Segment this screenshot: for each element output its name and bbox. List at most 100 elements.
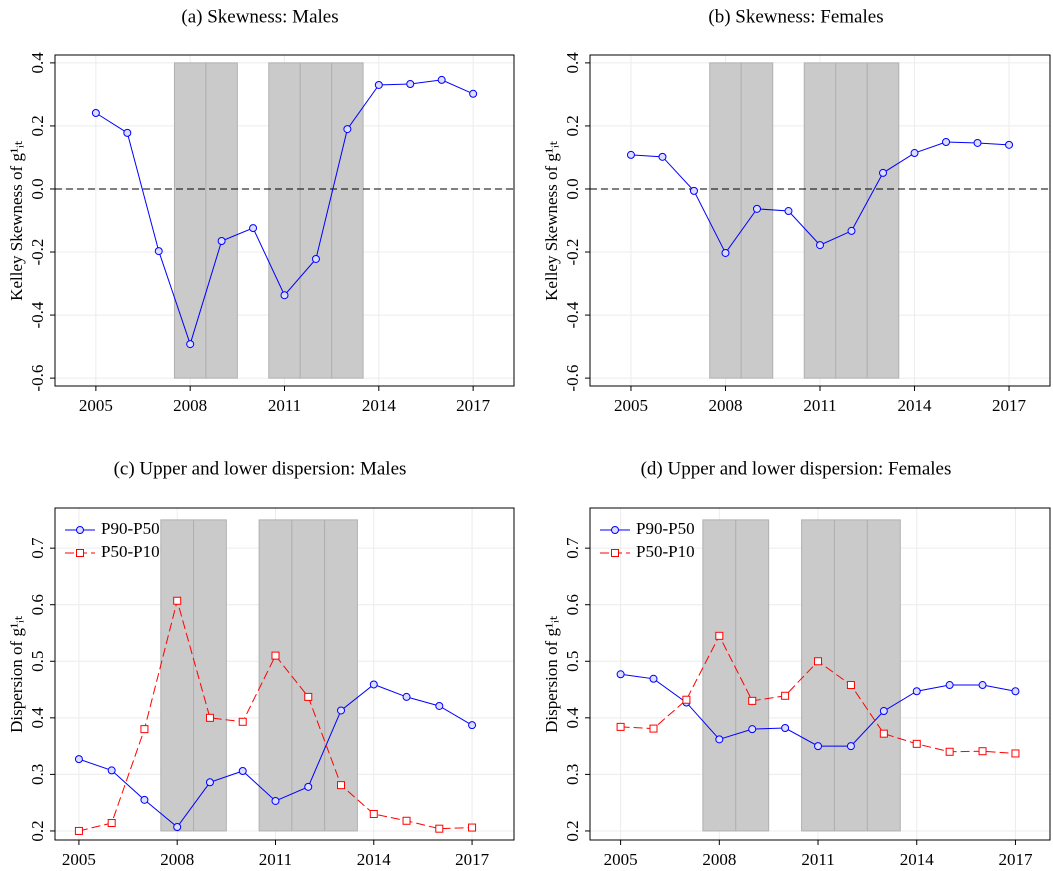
- marker: [910, 149, 919, 158]
- marker: [369, 680, 378, 689]
- legend-label: P90-P50: [636, 519, 695, 538]
- marker: [846, 742, 855, 751]
- shaded-band: [866, 519, 901, 832]
- marker: [748, 696, 757, 705]
- x-tick-label: 2014: [362, 396, 397, 415]
- marker: [337, 706, 346, 715]
- y-tick-label: 0.0: [28, 178, 47, 199]
- panel-title: (c) Upper and lower dispersion: Males: [114, 458, 407, 479]
- x-tick-label: 2017: [998, 850, 1033, 869]
- y-tick-label: 0.5: [28, 651, 47, 672]
- marker: [781, 691, 790, 700]
- y-tick-label: 0.4: [28, 707, 47, 729]
- marker: [437, 75, 446, 84]
- y-tick-label: 0.4: [563, 707, 582, 729]
- marker: [402, 692, 411, 701]
- marker: [1005, 140, 1014, 149]
- x-tick-label: 2005: [614, 396, 648, 415]
- x-tick-label: 2011: [259, 850, 292, 869]
- x-tick-label: 2005: [604, 850, 638, 869]
- plot-frame: [54, 507, 515, 841]
- marker: [649, 724, 658, 733]
- marker: [658, 152, 667, 161]
- marker: [311, 254, 320, 263]
- marker: [74, 755, 83, 764]
- legend-marker: [611, 526, 619, 534]
- marker: [784, 207, 793, 216]
- marker: [847, 226, 856, 235]
- marker: [304, 782, 313, 791]
- marker: [689, 186, 698, 195]
- marker: [402, 816, 411, 825]
- marker: [616, 722, 625, 731]
- x-tick-label: 2005: [79, 396, 113, 415]
- shaded-band: [740, 62, 774, 379]
- marker: [468, 721, 477, 730]
- marker: [945, 681, 954, 690]
- shaded-band: [291, 519, 326, 832]
- x-tick-label: 2017: [456, 396, 491, 415]
- y-tick-label: -0.2: [563, 239, 582, 266]
- y-tick-label: 0.3: [563, 764, 582, 785]
- x-tick-label: 2008: [160, 850, 194, 869]
- marker: [238, 717, 247, 726]
- marker: [173, 596, 182, 605]
- marker: [205, 713, 214, 722]
- marker: [879, 707, 888, 716]
- marker: [107, 819, 116, 828]
- marker: [271, 651, 280, 660]
- legend-marker: [611, 549, 619, 557]
- marker: [173, 822, 182, 831]
- marker: [337, 781, 346, 790]
- y-tick-label: -0.6: [563, 365, 582, 392]
- shaded-band: [735, 519, 770, 832]
- legend-marker: [76, 526, 84, 534]
- shaded-band: [205, 62, 238, 379]
- marker: [469, 89, 478, 98]
- x-tick-label: 2008: [708, 396, 742, 415]
- y-tick-label: 0.5: [563, 651, 582, 672]
- marker: [649, 674, 658, 683]
- x-tick-label: 2014: [357, 850, 392, 869]
- y-tick-label: -0.4: [28, 301, 47, 328]
- marker: [682, 695, 691, 704]
- y-tick-label: -0.4: [563, 301, 582, 328]
- marker: [249, 224, 258, 233]
- marker: [973, 138, 982, 147]
- panel-title: (d) Upper and lower dispersion: Females: [641, 458, 952, 479]
- marker: [715, 631, 724, 640]
- marker: [140, 725, 149, 734]
- y-tick-label: 0.2: [28, 820, 47, 841]
- plot-frame: [589, 507, 1051, 841]
- shaded-band: [173, 62, 207, 379]
- x-tick-label: 2017: [992, 396, 1027, 415]
- x-tick-label: 2005: [62, 850, 96, 869]
- panel: (a) Skewness: Males -0.6 -0.4 -0.2 0.0 0.2 0.4…: [7, 6, 515, 415]
- marker: [107, 766, 116, 775]
- marker: [186, 340, 195, 349]
- marker: [74, 826, 83, 835]
- marker: [140, 795, 149, 804]
- panel-title: (a) Skewness: Males: [181, 6, 338, 27]
- legend-label: P90-P50: [101, 519, 160, 538]
- x-tick-label: 2014: [900, 850, 935, 869]
- panel: (d) Upper and lower dispersion: Females 0…: [542, 458, 1051, 869]
- marker: [205, 778, 214, 787]
- shaded-band: [702, 519, 737, 832]
- shaded-band: [258, 519, 293, 832]
- y-tick-label: 0.7: [28, 537, 47, 559]
- shaded-band: [866, 62, 900, 379]
- y-tick-label: 0.2: [28, 115, 47, 136]
- y-axis-label: Kelley Skewness of g¹ᵢₜ: [542, 140, 561, 301]
- marker: [616, 670, 625, 679]
- shaded-band: [268, 62, 301, 379]
- marker: [814, 742, 823, 751]
- marker: [1011, 687, 1020, 696]
- y-tick-label: 0.4: [563, 52, 582, 74]
- marker: [343, 125, 352, 134]
- y-tick-label: -0.6: [28, 365, 47, 392]
- shaded-band: [324, 519, 358, 832]
- marker: [435, 701, 444, 710]
- y-tick-label: 0.0: [563, 178, 582, 199]
